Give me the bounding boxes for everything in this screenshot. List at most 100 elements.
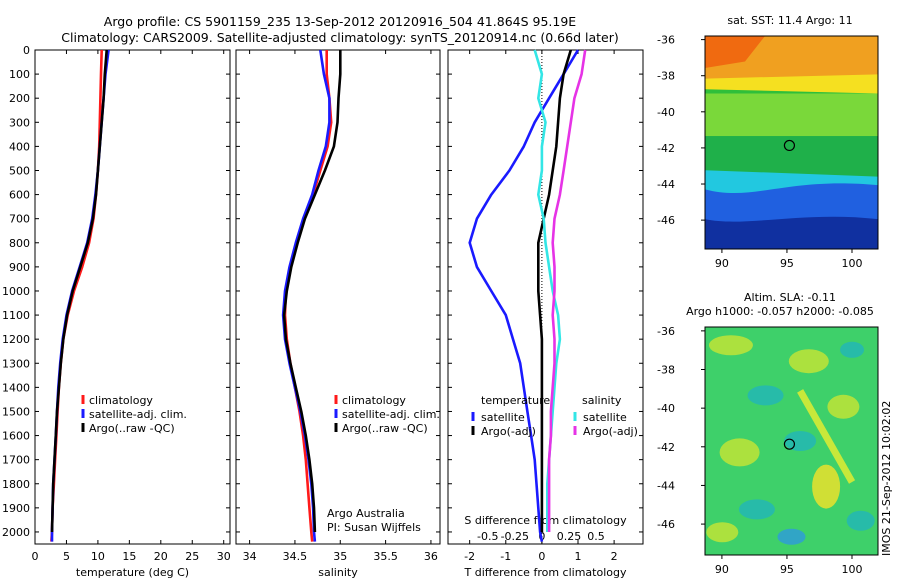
- temperature-series-argorawqc: [50, 49, 108, 533]
- salinity-legend-label: Argo(..raw -QC): [342, 422, 428, 435]
- salinity-xtick-label: 35.5: [373, 550, 398, 563]
- depth-tick-label: 1300: [2, 357, 30, 370]
- sst-map-ytick-label: -38: [657, 70, 675, 83]
- salinity-diff-tick-label: 0.5: [587, 530, 605, 543]
- sla-map-argo-marker: [783, 438, 796, 450]
- diff-legend-label: satellite: [583, 411, 627, 424]
- sla-map-ytick-label: -38: [657, 364, 675, 377]
- sst-map-ytick-label: -36: [657, 34, 675, 47]
- sla-eddy: [812, 464, 841, 509]
- difference-series-argoadj: [547, 49, 587, 532]
- temperature-panel: 0100200300400500600700800900100011001200…: [2, 44, 231, 579]
- depth-tick-label: 1200: [2, 333, 30, 346]
- temperature-xtick-label: 10: [91, 550, 105, 563]
- depth-tick-label: 400: [9, 140, 30, 153]
- sst-map-ytick-label: -40: [657, 106, 675, 119]
- sla-eddy: [784, 431, 817, 451]
- depth-tick-label: 1900: [2, 502, 30, 515]
- difference-xtick-label: -1: [500, 550, 511, 563]
- sla-eddy: [840, 341, 865, 358]
- sst-map-xtick-label: 95: [780, 257, 794, 270]
- sla-map-title-line2: Argo h1000: -0.057 h2000: -0.085: [686, 305, 874, 318]
- depth-tick-label: 500: [9, 164, 30, 177]
- sst-map-argo-marker: [783, 139, 796, 152]
- sst-map-frame: [704, 35, 879, 250]
- sla-map-ytick-label: -44: [657, 479, 675, 492]
- depth-tick-label: 0: [23, 44, 30, 57]
- depth-tick-label: 1000: [2, 285, 30, 298]
- institution-label: Argo Australia: [327, 507, 405, 520]
- sla-eddy: [706, 522, 739, 543]
- depth-tick-label: 1400: [2, 381, 30, 394]
- sst-band: [705, 216, 878, 249]
- depth-tick-label: 1600: [2, 430, 30, 443]
- salinity-panel: 34 34.5 35 35.5 36 salinity climatologysatelli…: [235, 49, 441, 579]
- sst-map-ytick-label: -46: [657, 214, 675, 227]
- diff-legend-label: satellite: [481, 411, 525, 424]
- depth-tick-label: 300: [9, 116, 30, 129]
- temp-legend-heading: temperature: [481, 394, 550, 407]
- sla-eddy: [708, 335, 753, 356]
- sla-map-field: [705, 327, 878, 555]
- sst-map-title: sat. SST: 11.4 Argo: 11: [727, 14, 853, 27]
- salinity-axes-box: [235, 49, 441, 545]
- temperature-xtick-label: 15: [122, 550, 136, 563]
- sla-eddy: [719, 438, 760, 467]
- sla-map-ytick-label: -42: [657, 441, 675, 454]
- sla-map-ytick-label: -36: [657, 325, 675, 338]
- depth-tick-label: 700: [9, 213, 30, 226]
- temperature-xlabel: temperature (deg C): [76, 566, 189, 579]
- depth-tick-label: 800: [9, 237, 30, 250]
- salinity-diff-tick-label: -0.25: [501, 530, 529, 543]
- difference-series-satellite: [468, 49, 580, 542]
- sla-map: -36 -38 -40 -42 -44 -46 90 95 100: [657, 325, 879, 576]
- sla-map-frame: [704, 326, 879, 556]
- salinity-diff-tick-label: 0.25: [557, 530, 582, 543]
- figure-title-line1: Argo profile: CS 5901159_235 13-Sep-2012…: [103, 14, 577, 29]
- sst-band: [705, 36, 765, 68]
- figure-title-line2: Climatology: CARS2009. Satellite-adjuste…: [61, 30, 619, 45]
- sst-band: [705, 74, 878, 94]
- sst-map: -36 -38 -40 -42 -44 -46 90 95 100: [657, 34, 879, 270]
- salinity-diff-label: S difference from climatology: [464, 514, 627, 527]
- depth-tick-label: 1800: [2, 478, 30, 491]
- sst-map-field: [705, 36, 878, 249]
- difference-axes-box: [447, 49, 644, 545]
- temperature-xtick-label: 0: [32, 550, 39, 563]
- sla-map-title-line1: Altim. SLA: -0.11: [743, 291, 837, 304]
- salinity-legend-label: satellite-adj. clim.: [342, 408, 440, 421]
- depth-tick-label: 1700: [2, 454, 30, 467]
- temperature-legend-label: Argo(..raw -QC): [89, 422, 175, 435]
- temperature-legend-label: satellite-adj. clim.: [89, 408, 187, 421]
- sla-eddy: [827, 394, 860, 419]
- salinity-xtick-label: 36: [424, 550, 438, 563]
- sla-eddy: [797, 389, 856, 484]
- sla-eddy: [738, 499, 775, 520]
- sst-map-xtick-label: 90: [715, 257, 729, 270]
- diff-legend-label: Argo(-adj): [583, 425, 638, 438]
- difference-xtick-label: 2: [611, 550, 618, 563]
- difference-panel: -2 -1 0 1 2 T difference from climatology S di…: [447, 49, 644, 579]
- salinity-xlabel: salinity: [318, 566, 358, 579]
- sst-band: [705, 93, 878, 137]
- depth-tick-label: 2000: [2, 526, 30, 539]
- sla-map-ytick-label: -40: [657, 402, 675, 415]
- temperature-legend-label: climatology: [89, 394, 153, 407]
- depth-tick-label: 600: [9, 189, 30, 202]
- depth-tick-label: 100: [9, 68, 30, 81]
- sst-map-ytick-label: -44: [657, 178, 675, 191]
- salinity-xtick-label: 35: [333, 550, 347, 563]
- sla-map-xtick-label: 100: [841, 563, 862, 576]
- sst-map-ytick-label: -42: [657, 142, 675, 155]
- depth-tick-label: 900: [9, 261, 30, 274]
- pi-label: PI: Susan Wijffels: [327, 521, 421, 534]
- sal-legend-heading: salinity: [582, 394, 622, 407]
- difference-xtick-label: -2: [464, 550, 475, 563]
- salinity-xtick-label: 34.5: [283, 550, 308, 563]
- difference-series-argoadj: [536, 49, 573, 532]
- sla-eddy: [747, 385, 784, 406]
- temperature-xtick-label: 30: [217, 550, 231, 563]
- temperature-axes-box: [34, 49, 231, 545]
- salinity-diff-tick-label: -0.5: [477, 530, 498, 543]
